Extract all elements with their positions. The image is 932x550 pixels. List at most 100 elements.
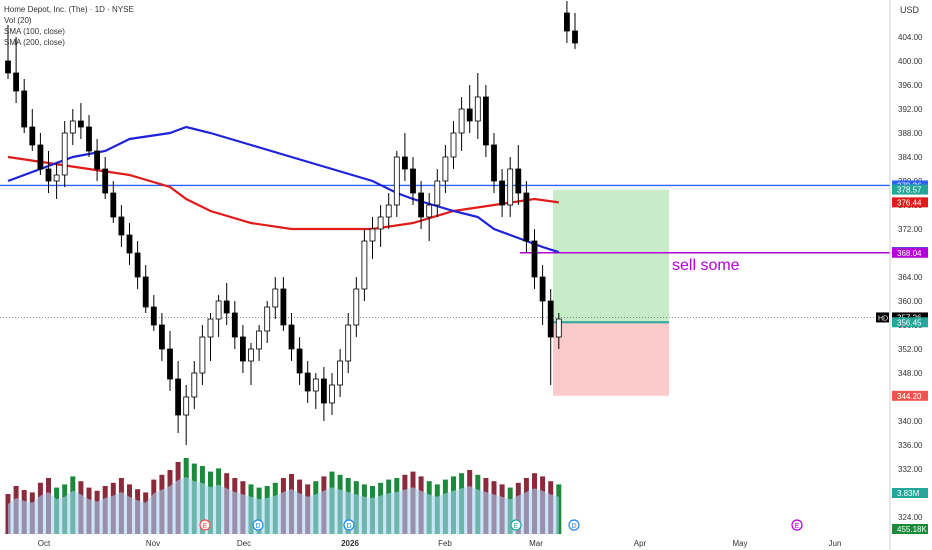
event-icon[interactable] — [568, 519, 580, 531]
event-marker[interactable]: E — [510, 519, 522, 531]
sma100-legend: SMA (100, close) — [4, 27, 65, 36]
candle-body — [434, 180, 441, 206]
candle-body — [450, 132, 457, 158]
candle — [377, 205, 384, 247]
candle-body — [426, 204, 433, 218]
candle — [45, 151, 52, 193]
candle-body — [272, 288, 279, 308]
event-icon[interactable] — [343, 519, 355, 531]
event-marker[interactable]: D — [343, 519, 355, 531]
symbol-tag: HD — [878, 315, 888, 322]
volume-label-bg — [892, 488, 928, 498]
candle-body — [215, 300, 222, 320]
candle-body — [320, 378, 327, 404]
candle — [110, 181, 117, 223]
candle — [86, 115, 92, 157]
candle — [223, 283, 230, 325]
candle — [175, 361, 182, 433]
candle-body — [167, 348, 173, 380]
candle — [555, 313, 562, 349]
price-label: 368.04 — [892, 247, 928, 258]
candle — [199, 325, 206, 385]
candle — [507, 157, 514, 217]
volume-label-text: 3.83M — [897, 489, 920, 498]
candle-body — [207, 318, 214, 338]
candle-body — [118, 216, 125, 236]
candle-body — [410, 168, 416, 194]
candle — [312, 373, 319, 409]
y-tick-label: 400.00 — [898, 57, 923, 66]
candle-body — [312, 378, 319, 392]
event-icon[interactable] — [510, 519, 522, 531]
symbol-title: Home Depot, Inc. (The) · 1D · NYSE — [4, 5, 134, 14]
candle — [118, 205, 125, 247]
price-label-bg — [892, 184, 928, 195]
candle-body — [175, 378, 182, 416]
candle — [167, 331, 173, 391]
candle-body — [199, 336, 206, 374]
candle — [458, 97, 465, 151]
event-marker[interactable]: E — [791, 519, 803, 531]
candle — [320, 367, 327, 421]
y-tick-label: 360.00 — [898, 297, 923, 306]
y-tick-label: 372.00 — [898, 225, 923, 234]
sma200-legend: SMA (200, close) — [4, 38, 65, 47]
candle-body — [458, 108, 465, 134]
candle — [304, 361, 311, 403]
volume-label-bg — [892, 524, 928, 534]
candle — [482, 85, 489, 157]
candle — [539, 265, 546, 325]
candle — [215, 295, 222, 337]
candle — [150, 295, 157, 331]
candle — [272, 277, 279, 319]
event-letter: D — [255, 523, 260, 530]
candle — [134, 241, 141, 289]
event-marker[interactable]: D — [568, 519, 580, 531]
candle-body — [572, 30, 578, 44]
candle-body — [248, 348, 254, 362]
candle-body — [523, 192, 530, 242]
candle — [401, 133, 408, 181]
candle — [264, 301, 271, 343]
candle — [434, 169, 441, 217]
y-tick-label: 364.00 — [898, 273, 923, 282]
event-icon[interactable] — [199, 519, 211, 531]
candle-body — [466, 108, 473, 122]
candle-body — [564, 12, 570, 32]
candle — [572, 13, 578, 49]
candle-body — [288, 324, 295, 350]
candle — [102, 157, 109, 199]
annotation-sell-some: sell some — [672, 257, 740, 274]
candle-body — [515, 168, 522, 194]
candle — [385, 193, 392, 229]
event-icon[interactable] — [252, 519, 264, 531]
candle-body — [69, 120, 76, 134]
price-label-bg — [892, 247, 928, 258]
candle-body — [555, 318, 562, 338]
candle — [410, 157, 416, 205]
y-tick-label: 348.00 — [898, 369, 923, 378]
candle-body — [223, 300, 230, 314]
candle-body — [86, 126, 92, 152]
candle — [126, 223, 133, 265]
event-marker[interactable]: E — [199, 519, 211, 531]
event-marker[interactable]: D — [252, 519, 264, 531]
candle-body — [183, 396, 190, 416]
volume-label: 3.83M — [892, 488, 928, 498]
candle — [491, 133, 497, 193]
candle — [53, 163, 60, 199]
candle — [418, 181, 425, 229]
sma100-line — [7, 125, 560, 254]
chart-legend: Home Depot, Inc. (The) · 1D · NYSE Vol (… — [4, 4, 134, 48]
price-label-bg — [892, 390, 928, 401]
price-label-text: 378.57 — [897, 186, 922, 195]
candle — [280, 277, 287, 331]
event-icon[interactable] — [791, 519, 803, 531]
symbol-tag-bg — [876, 312, 889, 323]
x-tick-label: 2026 — [341, 539, 359, 548]
x-tick-label: Oct — [38, 539, 51, 548]
price-label: 376.44 — [892, 197, 928, 208]
candle-body — [547, 300, 554, 338]
